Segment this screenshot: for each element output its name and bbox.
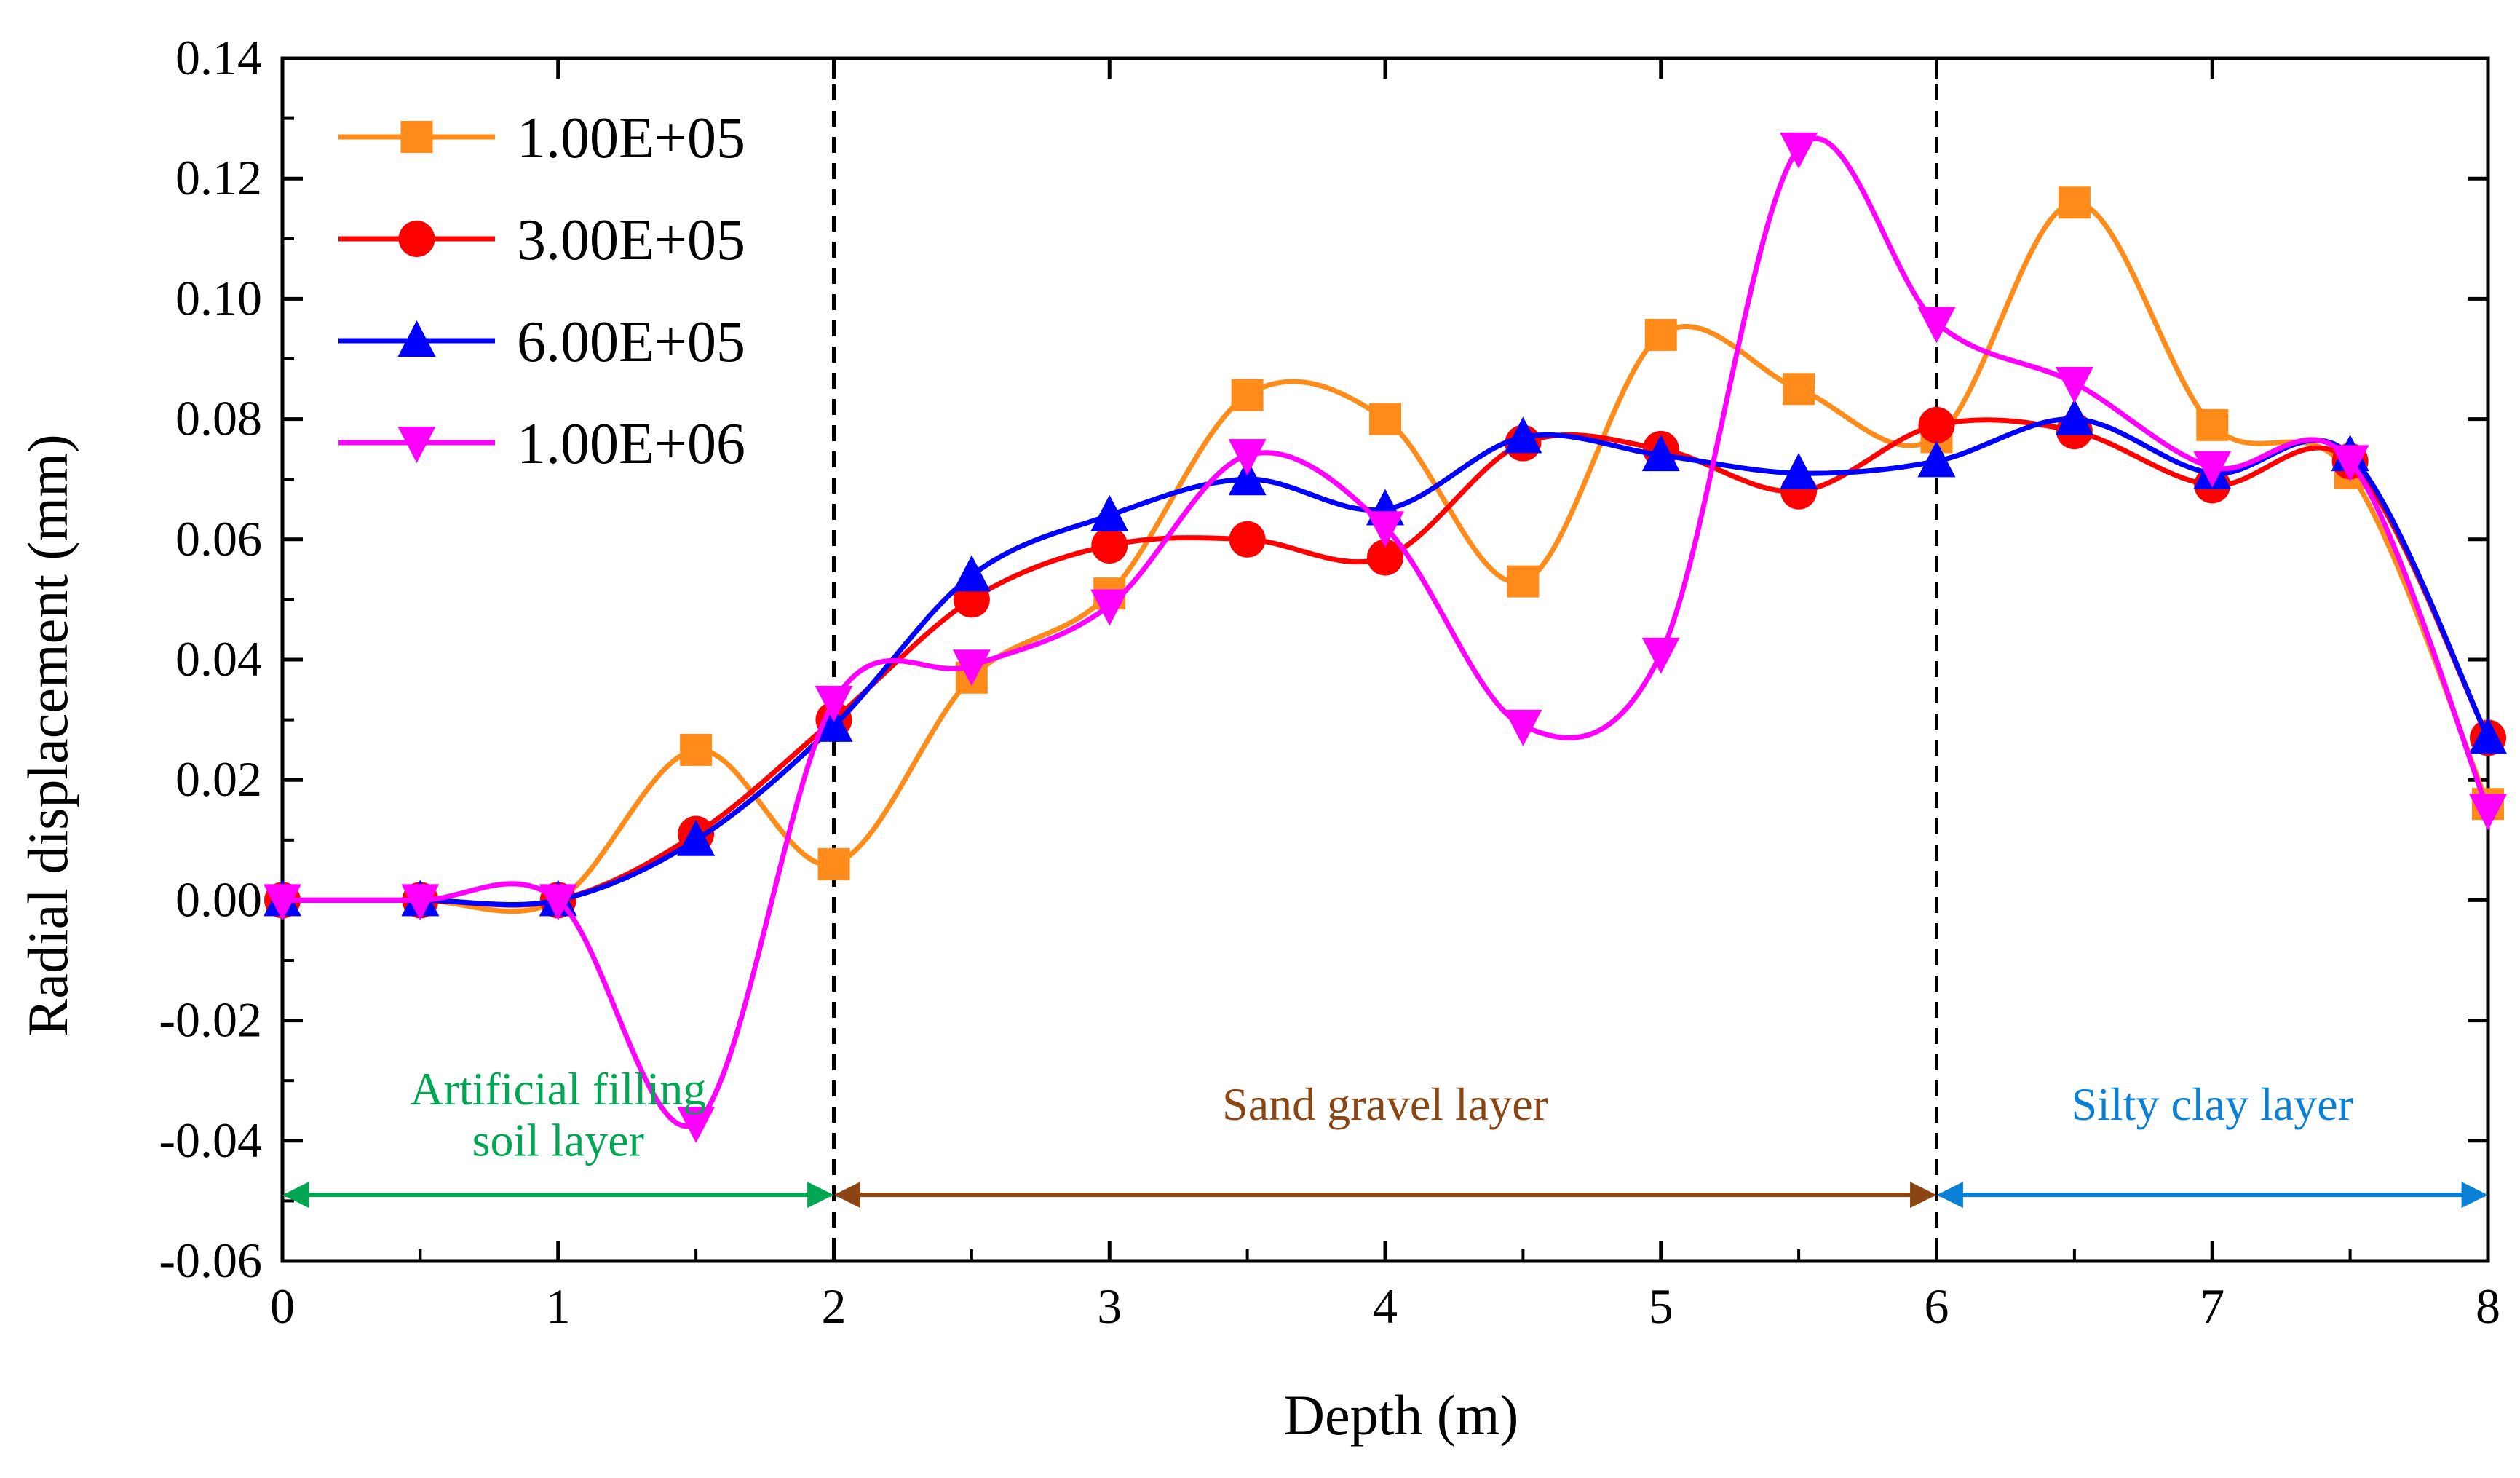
x-tick-label: 6 (1925, 1279, 1949, 1334)
plot-area (264, 56, 2507, 1263)
data-point (677, 819, 716, 856)
y-tick-label: 0.08 (175, 391, 262, 446)
legend-item: 6.00E+05 (338, 310, 745, 374)
data-point (1783, 373, 1815, 406)
legend-swatch-marker (400, 121, 433, 153)
data-point (1231, 379, 1264, 411)
data-point (539, 884, 577, 921)
y-tick-label: 0.10 (175, 270, 262, 325)
data-point (1917, 307, 1956, 344)
data-point (1229, 521, 1266, 558)
data-point (401, 884, 440, 921)
layer-label: Sand gravel layer (1222, 1078, 1548, 1130)
series-6.00E+05 (264, 398, 2507, 917)
data-point (2055, 398, 2093, 435)
x-tick-label: 3 (1097, 1279, 1122, 1334)
data-point (1228, 459, 1267, 496)
data-point (2469, 794, 2507, 831)
x-tick-label: 8 (2476, 1279, 2500, 1334)
data-point (2331, 445, 2369, 482)
series-line (282, 135, 2491, 1129)
legend-label: 3.00E+05 (517, 208, 745, 272)
y-tick-label: 0.00 (175, 872, 262, 927)
legend-swatch-marker (397, 427, 436, 463)
data-point (1090, 589, 1129, 626)
data-point (264, 884, 301, 921)
series-1.00E+06 (264, 132, 2507, 1144)
layer-label-line2: soil layer (472, 1114, 644, 1166)
data-point (1504, 416, 1542, 454)
x-tick-label: 1 (546, 1279, 571, 1334)
data-point (1504, 709, 1542, 746)
y-tick-labels: -0.06 -0.04 -0.02 0.00 0.02 0.04 0.06 0.08 0.10 0… (159, 30, 262, 1288)
y-tick-label: 0.02 (175, 751, 262, 807)
data-point (1367, 539, 1403, 576)
x-tick-label: 2 (822, 1279, 847, 1334)
data-point (952, 555, 991, 592)
x-tick-label: 5 (1649, 1279, 1673, 1334)
data-point (952, 649, 991, 687)
y-tick-label: 0.14 (175, 30, 262, 85)
data-point (2469, 717, 2507, 754)
legend-item: 3.00E+05 (338, 208, 745, 272)
series-3.00E+05 (264, 406, 2506, 919)
y-tick-label: 0.12 (175, 150, 262, 205)
data-point (1228, 439, 1267, 476)
layer-boundary-lines (832, 58, 1938, 1261)
legend-label: 1.00E+05 (517, 106, 745, 170)
y-tick-label: -0.04 (159, 1113, 262, 1168)
data-point (1918, 406, 1955, 443)
legend-item: 1.00E+05 (338, 106, 745, 170)
axis-ticks (280, 56, 2490, 1263)
legend-swatch-marker (398, 221, 435, 257)
legend-label: 6.00E+05 (517, 310, 745, 374)
data-point (677, 1107, 716, 1144)
data-point (1780, 452, 1818, 489)
y-tick-label: -0.02 (159, 992, 262, 1048)
x-tick-label: 0 (270, 1279, 295, 1334)
data-point (1507, 565, 1540, 598)
y-axis-title: Radial displacement (mm) (16, 434, 79, 1036)
data-point (2058, 186, 2091, 219)
data-point (2196, 408, 2229, 441)
data-point (1090, 494, 1129, 531)
y-tick-label: 0.04 (175, 631, 262, 687)
data-point (680, 733, 713, 766)
data-point (2193, 451, 2232, 488)
data-point (1917, 440, 1956, 478)
data-point (815, 685, 853, 722)
legend: 1.00E+05 3.00E+05 6.00E+05 1.00E+06 (338, 106, 745, 476)
data-point (817, 847, 850, 880)
y-tick-label: 0.06 (175, 511, 262, 566)
data-point (1641, 637, 1680, 674)
x-tick-label: 7 (2200, 1279, 2224, 1334)
x-axis-title: Depth (m) (1284, 1383, 1519, 1447)
series-group (264, 132, 2507, 1144)
y-tick-label: -0.06 (159, 1233, 262, 1288)
data-point (1780, 132, 1818, 169)
data-point (1366, 511, 1404, 548)
data-point (1644, 318, 1677, 351)
x-tick-label: 4 (1373, 1279, 1398, 1334)
data-point (815, 705, 853, 742)
data-point (1091, 527, 1128, 564)
x-tick-labels: 0 1 2 3 4 5 6 7 8 (270, 1279, 2500, 1334)
data-point (1641, 435, 1680, 472)
legend-swatch-marker (397, 320, 436, 357)
legend-item: 1.00E+06 (338, 412, 745, 476)
data-point (2055, 367, 2093, 404)
layer-label: Silty clay layer (2072, 1078, 2353, 1130)
legend-label: 1.00E+06 (517, 412, 745, 476)
data-point (1369, 403, 1401, 435)
layer-label-line1: Artificial filling (410, 1063, 706, 1115)
